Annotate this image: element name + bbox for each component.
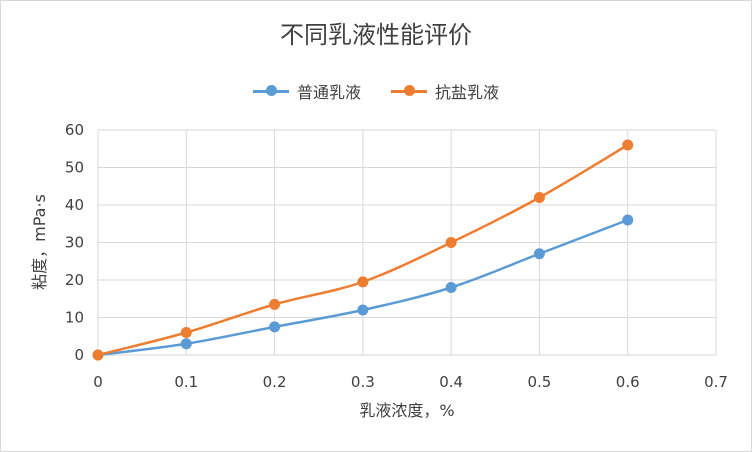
x-tick-label: 0.4	[439, 373, 463, 391]
data-point-series-1	[357, 304, 369, 316]
data-point-series-2	[269, 298, 281, 310]
legend-label-series-1: 普通乳液	[296, 83, 361, 102]
y-tick-label: 40	[65, 196, 84, 214]
x-tick-label: 0.7	[704, 373, 728, 391]
legend-swatch-series-1	[252, 85, 289, 97]
data-point-series-1	[622, 214, 634, 226]
legend-swatch-series-2	[391, 85, 427, 97]
y-tick-label: 0	[74, 346, 84, 364]
data-point-series-2	[622, 139, 634, 151]
data-point-series-2	[180, 327, 192, 338]
y-axis-label: 粘度，mPa·s	[30, 194, 49, 290]
y-tick-label: 30	[65, 234, 84, 252]
data-point-series-2	[533, 192, 545, 203]
x-axis-label: 乳液浓度，%	[359, 401, 454, 420]
x-tick-label: 0.1	[174, 373, 198, 391]
y-tick-label: 10	[65, 309, 84, 327]
data-point-series-2	[357, 276, 369, 288]
x-tick-label: 0	[93, 373, 103, 391]
series-points	[92, 139, 634, 361]
data-point-series-1	[269, 321, 281, 333]
x-tick-label: 0.2	[263, 373, 287, 391]
gridlines	[97, 129, 717, 356]
legend: 普通乳液 抗盐乳液	[1, 79, 751, 103]
y-tick-label: 50	[65, 159, 84, 177]
y-tick-labels: 0 10 20 30 40 50 60	[65, 121, 84, 364]
data-point-series-2	[445, 237, 457, 248]
data-point-series-1	[445, 282, 457, 293]
y-tick-label: 60	[65, 121, 84, 139]
legend-item-series-1: 普通乳液	[252, 79, 361, 103]
x-tick-label: 0.6	[616, 373, 640, 391]
legend-item-series-2: 抗盐乳液	[391, 79, 499, 103]
x-tick-labels: 0 0.1 0.2 0.3 0.4 0.5 0.6 0.7	[93, 373, 728, 391]
data-point-series-2	[92, 349, 104, 361]
y-tick-label: 20	[65, 271, 84, 289]
x-tick-label: 0.5	[527, 373, 551, 391]
data-point-series-1	[533, 248, 545, 260]
data-point-series-1	[180, 338, 192, 350]
legend-label-series-2: 抗盐乳液	[435, 83, 500, 102]
chart-title: 不同乳液性能评价	[280, 21, 472, 49]
x-tick-label: 0.3	[351, 373, 375, 391]
